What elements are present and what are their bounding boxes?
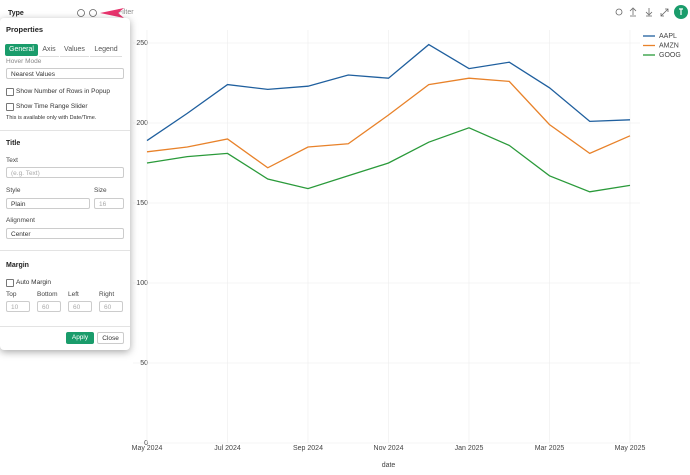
y-tick-label: 0 — [144, 440, 148, 447]
y-tick-label: 50 — [140, 360, 148, 367]
x-tick-label: Jan 2025 — [455, 445, 484, 452]
series-line — [146, 127, 631, 193]
checkbox[interactable] — [6, 103, 14, 111]
x-tick-label: Jul 2024 — [214, 445, 241, 452]
tab[interactable]: General — [5, 44, 38, 56]
download-icon[interactable] — [645, 8, 653, 17]
filter-label[interactable]: Filter — [118, 9, 134, 16]
text-input[interactable]: (e.g. Text) — [6, 167, 124, 178]
x-tick-label: Mar 2025 — [535, 445, 565, 452]
margin-label: Right — [99, 291, 115, 298]
margin-input[interactable]: 10 — [6, 301, 30, 312]
margin-section: Margin — [6, 262, 29, 269]
checkbox[interactable] — [6, 88, 14, 96]
legend-label: AAPL — [659, 33, 677, 40]
alignment-label: Alignment — [6, 217, 35, 224]
pin-icon — [679, 8, 683, 15]
divider — [0, 250, 130, 251]
panel-title: Properties — [6, 25, 44, 34]
style-select[interactable]: Plain — [6, 198, 90, 209]
style-label: Style — [6, 187, 21, 194]
x-tick-label: Sep 2024 — [293, 445, 323, 452]
annotation-arrow — [100, 8, 124, 18]
y-tick-label: 200 — [136, 120, 148, 127]
toolbar-icons — [77, 7, 669, 17]
tab[interactable]: Legend — [90, 44, 122, 57]
x-axis-label: date — [382, 462, 396, 469]
legend-label: AMZN — [659, 42, 679, 49]
comment-icon[interactable] — [615, 8, 623, 16]
plot: 0 50 100 150 200 250 May 2024 Jul 2024 Sep 2024 N… — [132, 30, 681, 469]
margin-label: Bottom — [37, 291, 58, 298]
show-slider-label: Show Time Range Slider — [16, 103, 88, 110]
checkbox[interactable] — [6, 279, 14, 287]
margin-label: Top — [6, 291, 17, 298]
properties-panel: Properties General Axis Values Legend Hover… — [0, 18, 130, 350]
legend-label: GOOG — [659, 52, 681, 59]
tab[interactable]: Axis — [39, 44, 59, 57]
title-section: Title — [6, 140, 21, 147]
y-tick-label: 150 — [136, 200, 148, 207]
divider — [0, 326, 130, 327]
alignment-select[interactable]: Center — [6, 228, 124, 239]
margin-input[interactable]: 60 — [99, 301, 123, 312]
upload-icon[interactable] — [629, 7, 637, 17]
show-rows-label: Show Number of Rows in Popup — [16, 88, 110, 95]
slider-note: This is available only with Date/Time. — [6, 115, 97, 121]
x-tick-label: Nov 2024 — [374, 445, 404, 452]
margin-label: Left — [68, 291, 79, 298]
type-label: Type — [8, 10, 24, 17]
series-line — [146, 77, 631, 169]
settings-icon[interactable] — [89, 9, 97, 17]
y-tick-label: 250 — [136, 40, 148, 47]
text-label: Text — [6, 157, 18, 164]
x-tick-label: May 2025 — [615, 445, 646, 452]
hover-mode-select[interactable]: Nearest Values — [6, 68, 124, 79]
tab[interactable]: Values — [60, 44, 89, 57]
size-label: Size — [94, 187, 107, 194]
size-input[interactable]: 16 — [94, 198, 124, 209]
y-tick-label: 100 — [136, 280, 148, 287]
apply-button[interactable]: Apply — [66, 332, 94, 344]
close-button[interactable]: Close — [97, 332, 124, 344]
help-icon[interactable] — [77, 9, 85, 17]
margin-input[interactable]: 60 — [68, 301, 92, 312]
expand-icon[interactable] — [660, 8, 669, 17]
x-tick-label: May 2024 — [132, 445, 163, 452]
series-line — [146, 43, 631, 142]
divider — [0, 130, 130, 131]
hover-mode-label: Hover Mode — [6, 58, 42, 65]
auto-margin-label: Auto Margin — [16, 279, 52, 286]
margin-input[interactable]: 60 — [37, 301, 61, 312]
